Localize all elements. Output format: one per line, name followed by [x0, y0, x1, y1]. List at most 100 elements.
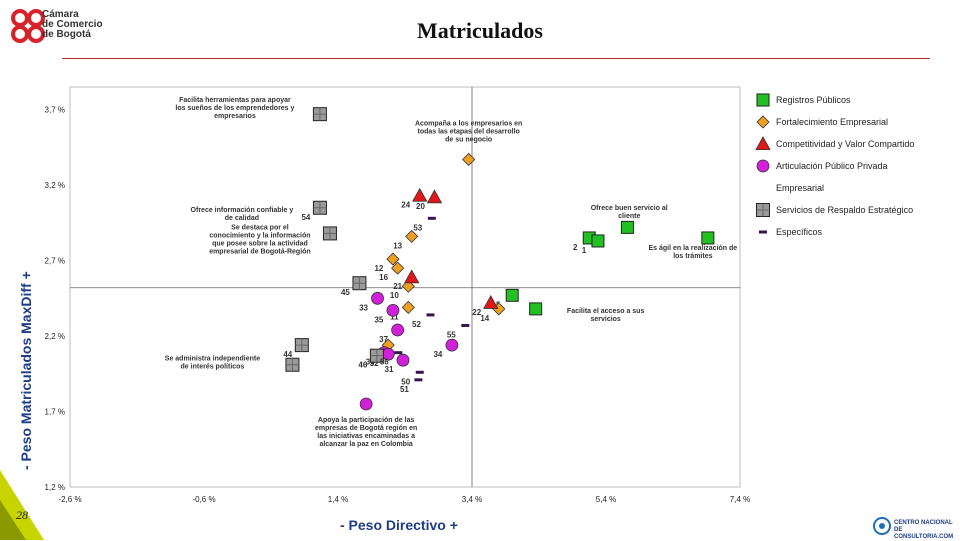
data-label: 24	[401, 201, 410, 210]
data-label: 56	[380, 358, 389, 367]
data-point: 50	[401, 370, 424, 386]
data-point: 31	[385, 353, 410, 374]
data-label: 31	[385, 365, 394, 374]
y-tick-label: 3,7 %	[45, 106, 65, 115]
data-marks: 5211312161011141524202122333537303231345…	[283, 107, 715, 411]
data-label: 51	[400, 385, 409, 394]
marker-triangle	[404, 269, 420, 284]
data-point: 52	[412, 313, 435, 329]
data-label: 37	[379, 335, 388, 344]
annotation-line: alcanzar la paz en Colombia	[319, 441, 412, 448]
marker-diamond	[462, 152, 476, 167]
marker-circle	[359, 397, 373, 411]
data-point: 37	[379, 323, 405, 344]
page-number: 28	[16, 508, 28, 522]
data-label: 13	[393, 241, 402, 250]
marker-circle	[756, 159, 770, 173]
series-registros: 521	[496, 220, 715, 316]
data-point	[312, 107, 327, 122]
marker-dash	[759, 230, 767, 234]
data-label: 20	[416, 202, 425, 211]
annotation-text: Se administra independiente de interés po…	[165, 356, 260, 371]
marker-dash	[427, 216, 436, 220]
legend-item: Fortalecimiento Empresarial	[756, 115, 888, 129]
data-label: 45	[341, 288, 350, 297]
annotation-line: empresarios	[214, 113, 256, 120]
annotation-line: Facilita herramientas para apoyar	[179, 97, 291, 104]
y-axis-title: - Peso Matriculados MaxDiff +	[18, 271, 34, 470]
x-tick-label: 5,4 %	[596, 495, 616, 504]
data-label: 21	[393, 282, 402, 291]
marker-diamond	[756, 115, 770, 129]
data-point: 54	[301, 200, 327, 222]
cnc-logo-icon	[873, 517, 891, 535]
legend-item: Articulación Público Privada	[756, 159, 888, 173]
legend-label: Articulación Público Privada	[776, 161, 888, 171]
camara-logo-icon	[11, 9, 45, 43]
annotation-line: que posee sobre la actividad	[212, 240, 308, 247]
data-label: 46	[358, 361, 367, 370]
legend-label: Registros Públicos	[776, 95, 851, 105]
data-point: 56	[380, 351, 403, 367]
annotation-line: las iniciativas encaminadas a	[317, 433, 415, 440]
data-point: 1	[582, 234, 605, 255]
marker-diamond	[401, 300, 415, 314]
marker-square	[620, 220, 634, 234]
data-point	[620, 220, 634, 234]
data-point: 51	[400, 378, 423, 394]
data-label: 14	[480, 314, 489, 323]
annotation-text: Facilita herramientas para apoyar los sue…	[175, 97, 294, 120]
annotation-text: Apoya la participación de las empresas de…	[315, 417, 417, 448]
corner-decoration-icon	[0, 470, 44, 540]
marker-circle	[371, 291, 384, 305]
x-axis-title: - Peso Directivo +	[340, 517, 458, 533]
data-point: 34	[433, 338, 459, 359]
data-point	[359, 397, 373, 411]
annotation-line: empresarial de Bogotá-Región	[209, 248, 311, 255]
data-point	[529, 302, 543, 316]
annotation-text: Ofrece buen servicio al cliente	[591, 205, 668, 220]
data-label: 22	[472, 308, 481, 317]
annotation-line: Se destaca por el	[231, 224, 289, 231]
data-point: 55	[447, 323, 470, 339]
data-label: 33	[359, 303, 368, 312]
data-label: 52	[412, 320, 421, 329]
annotation-line: conocimiento y la información	[209, 232, 310, 239]
data-label: 11	[390, 312, 399, 321]
annotation-line: los sueños de los emprendedores y	[175, 105, 294, 112]
marker-dash	[414, 378, 423, 382]
x-tick-label: -2,6 %	[58, 495, 81, 504]
marker-triangle	[426, 189, 443, 204]
annotation-line: empresas de Bogotá región en	[315, 425, 417, 432]
series-articulacion: 33353730323134	[359, 291, 459, 411]
series-servicios: 54 45 44 46	[283, 107, 384, 372]
x-tick-label: 7,4 %	[730, 495, 750, 504]
legend-label: Específicos	[776, 227, 823, 237]
annotation-line: Se administra independiente	[165, 356, 260, 363]
legend-label: Empresarial	[776, 183, 824, 193]
data-label: 12	[374, 264, 383, 273]
data-label: 44	[283, 350, 292, 359]
data-point: 35	[374, 303, 400, 324]
marker-diamond	[386, 252, 400, 266]
marker-circle	[396, 353, 410, 367]
annotation-line: Facilita el acceso a sus	[567, 308, 645, 315]
legend: Registros Públicos Fortalecimiento Empres…	[755, 93, 914, 237]
annotation-line: Acompaña a los empresarios en	[415, 120, 522, 127]
x-tick-label: 1,4 %	[328, 495, 348, 504]
data-label: 50	[401, 377, 410, 386]
data-label: 1	[582, 246, 587, 255]
data-point	[701, 231, 715, 245]
marker-diamond	[391, 261, 405, 275]
annotation-line: Ofrece buen servicio al	[591, 205, 668, 212]
data-point: 45	[341, 276, 367, 297]
legend-item: Competitividad y Valor Compartido	[755, 136, 914, 151]
data-point: 20	[416, 189, 443, 211]
page-title: Matriculados	[417, 18, 543, 43]
marker-circle	[386, 303, 400, 317]
marker-dash	[415, 370, 424, 374]
data-label: 32	[370, 359, 379, 368]
data-point: 21	[393, 269, 420, 291]
data-point: 44	[283, 338, 309, 359]
y-tick-label: 1,2 %	[45, 483, 65, 492]
